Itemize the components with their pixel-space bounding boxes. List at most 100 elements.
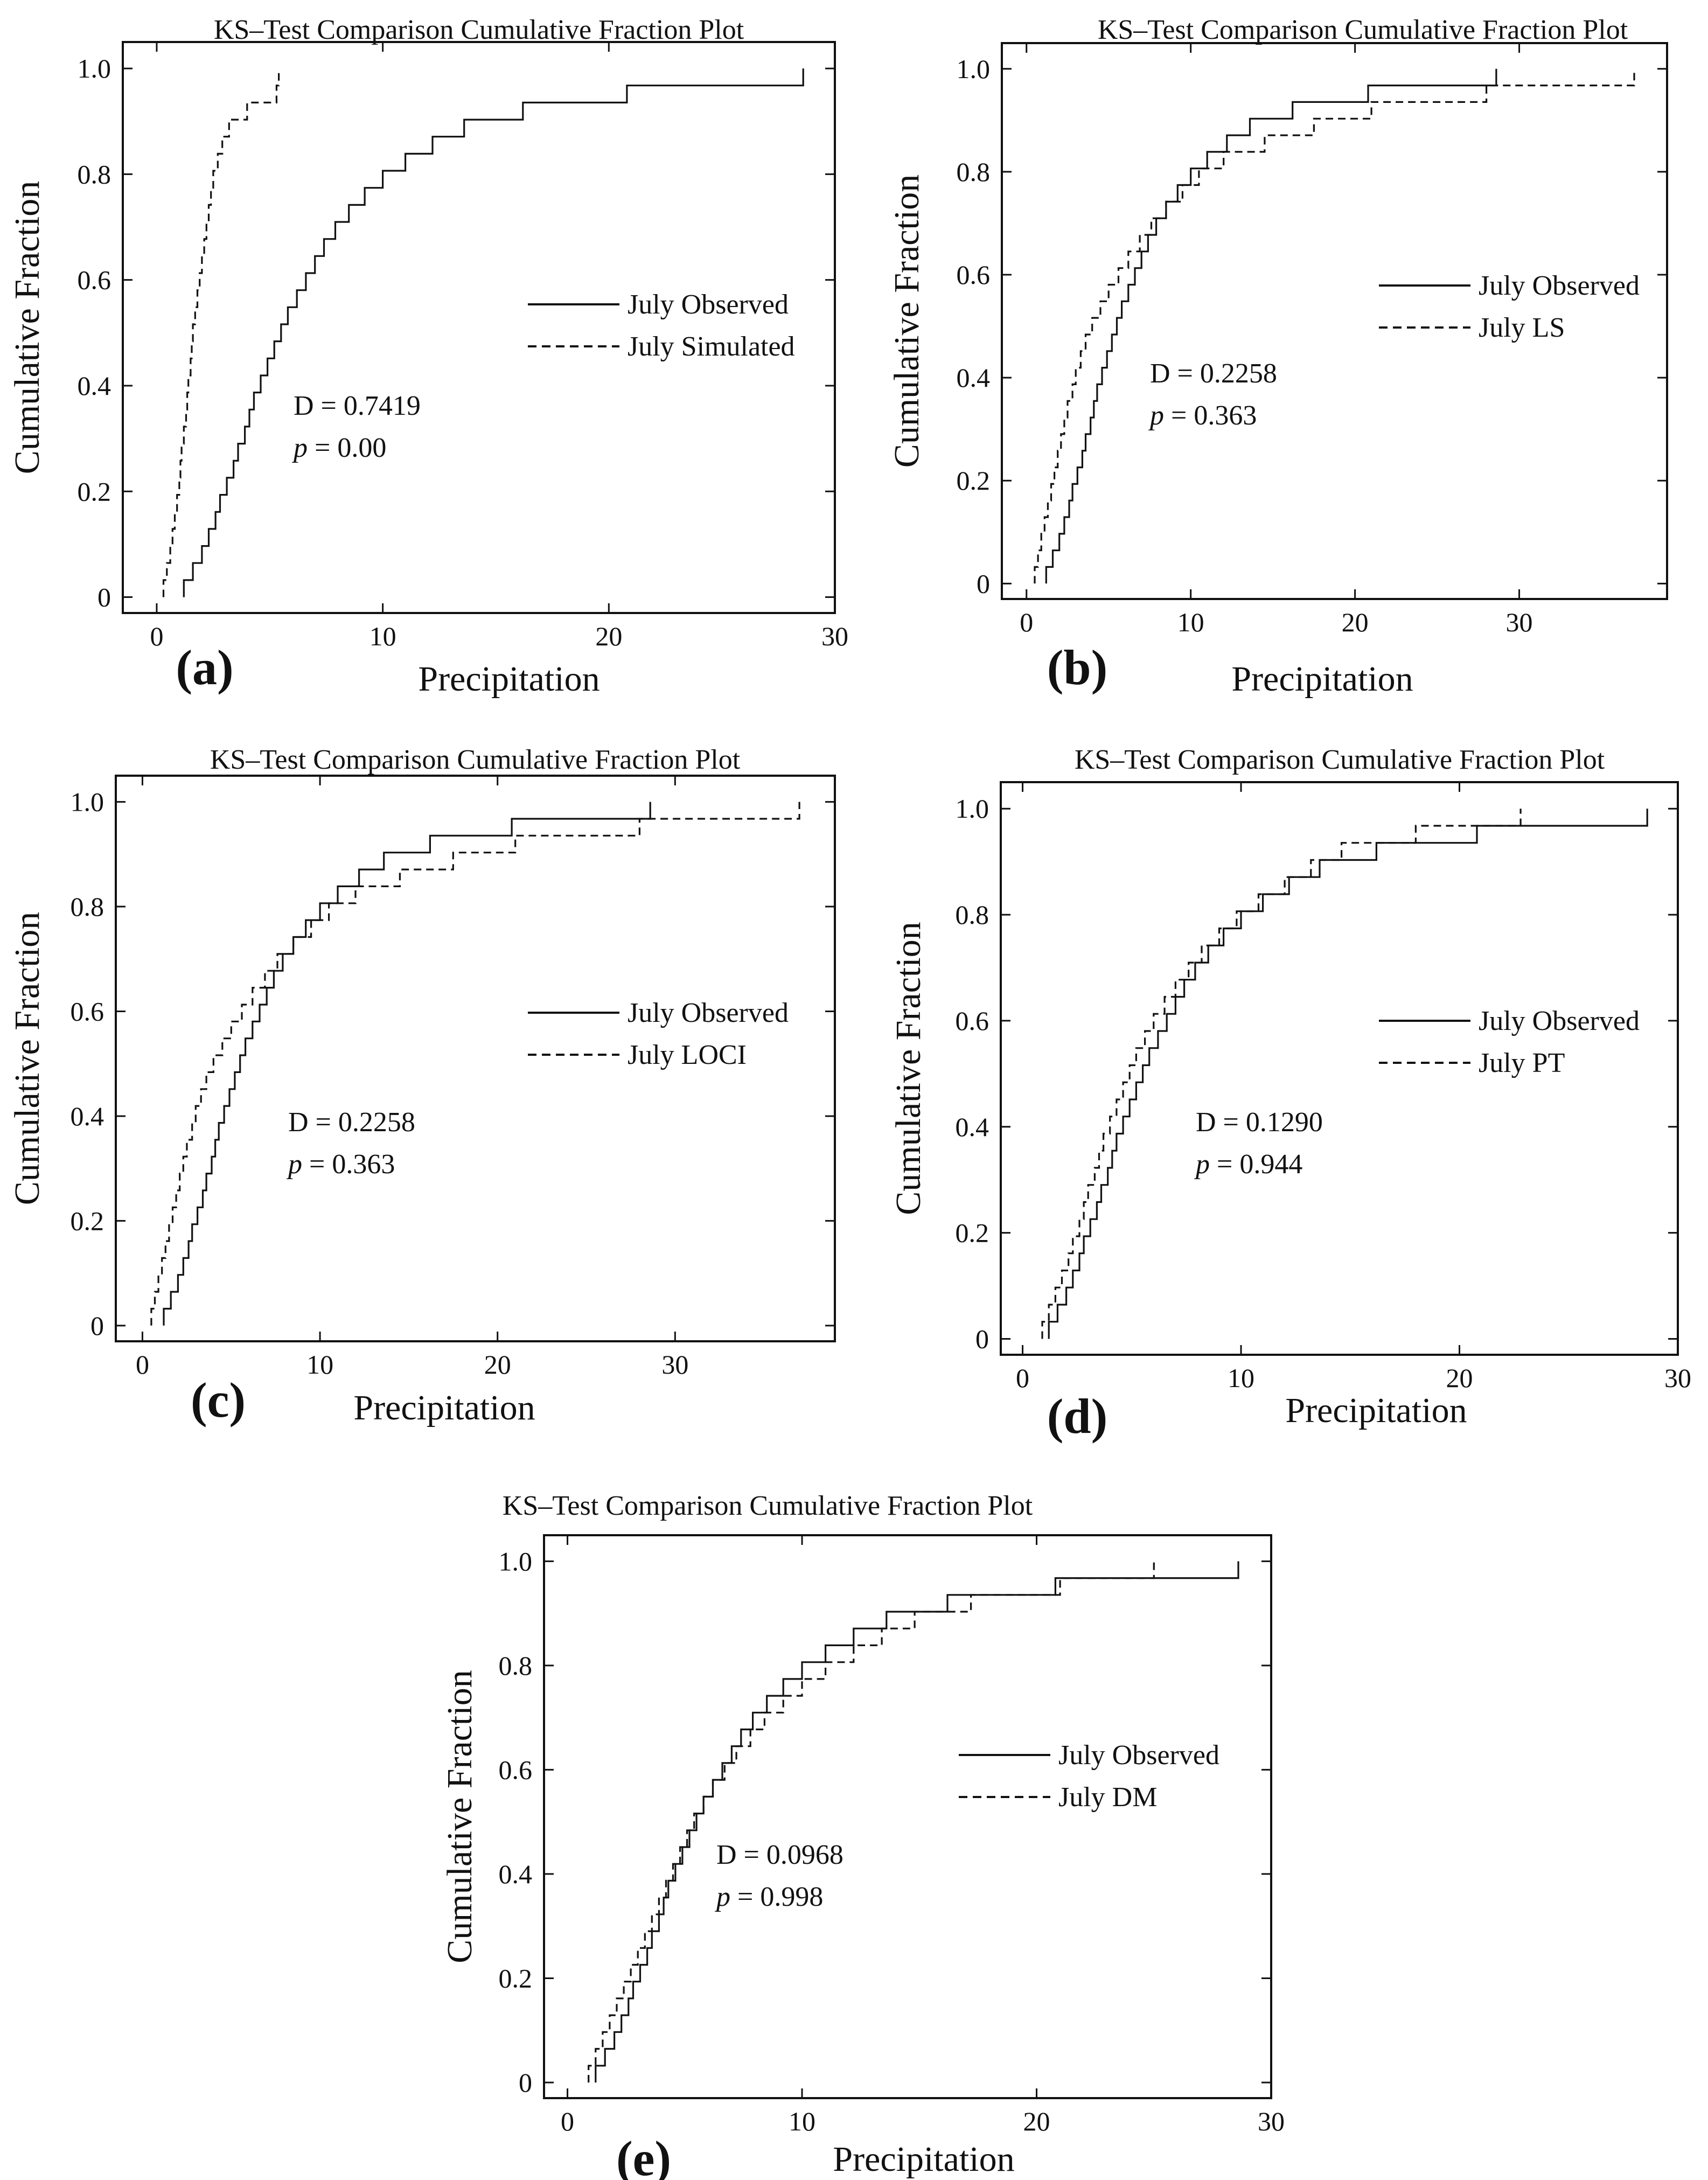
legend-label: July Observed bbox=[628, 998, 789, 1028]
ks-d-value: D = 0.2258 bbox=[288, 1107, 415, 1138]
chart-title: KS–Test Comparison Cumulative Fraction P… bbox=[214, 15, 744, 45]
x-tick-label: 30 bbox=[1506, 607, 1533, 637]
ks-d-value: D = 0.1290 bbox=[1196, 1107, 1323, 1138]
ks-p-value: p = 0.944 bbox=[1194, 1149, 1302, 1180]
ks-statistics: D = 0.1290 p = 0.944 bbox=[1194, 1107, 1323, 1180]
y-tick-label: 0.8 bbox=[71, 891, 104, 922]
legend-label: July PT bbox=[1479, 1048, 1565, 1078]
panel-letter: (a) bbox=[176, 640, 233, 695]
legend-label: July Observed bbox=[1058, 1740, 1219, 1771]
y-tick-label: 0.8 bbox=[957, 157, 991, 187]
legend: July Observed July LOCI bbox=[528, 998, 789, 1070]
p-number: = 0.363 bbox=[302, 1149, 395, 1180]
chart-title: KS–Test Comparison Cumulative Fraction P… bbox=[210, 744, 741, 775]
y-tick-label: 0.2 bbox=[78, 476, 111, 506]
y-axis-label: Cumulative Fraction bbox=[8, 181, 47, 474]
y-tick-label: 1.0 bbox=[71, 787, 104, 817]
ks-statistics: D = 0.2258 p = 0.363 bbox=[286, 1107, 415, 1180]
ks-p-value: p = 0.363 bbox=[1148, 400, 1257, 431]
y-tick-label: 1.0 bbox=[957, 54, 991, 84]
y-tick-label: 0.6 bbox=[956, 1006, 989, 1036]
y-tick-label: 0.2 bbox=[956, 1218, 989, 1248]
y-axis-label: Cumulative Fraction bbox=[440, 1670, 479, 1963]
p-number: = 0.00 bbox=[308, 433, 386, 463]
plot-frame bbox=[543, 1534, 1272, 2099]
y-tick-label: 0.4 bbox=[71, 1101, 104, 1131]
x-tick-label: 0 bbox=[136, 1349, 149, 1380]
ecdf-line-observed bbox=[163, 802, 651, 1326]
x-tick-label: 0 bbox=[561, 2106, 574, 2136]
y-tick-label: 0.6 bbox=[78, 265, 111, 295]
x-tick-label: 20 bbox=[484, 1349, 511, 1380]
x-tick-label: 30 bbox=[1258, 2106, 1285, 2136]
ecdf-line-observed bbox=[595, 1561, 1239, 2083]
panel-e: 0 10 20 30 0 0.2 0.4 0.6 0.8 1.0 KS–Test Compariso… bbox=[440, 1491, 1285, 2180]
y-tick-label: 0 bbox=[977, 568, 990, 598]
x-tick-label: 20 bbox=[595, 621, 622, 651]
ks-d-value: D = 0.7419 bbox=[294, 391, 421, 421]
y-tick-label: 0.6 bbox=[957, 260, 991, 290]
legend-label: July Observed bbox=[628, 289, 789, 320]
ks-statistics: D = 0.2258 p = 0.363 bbox=[1148, 358, 1277, 431]
x-tick-label: 20 bbox=[1446, 1363, 1473, 1393]
ecdf-line-observed bbox=[183, 68, 804, 597]
x-tick-label: 10 bbox=[370, 621, 396, 651]
x-tick-label: 20 bbox=[1342, 607, 1369, 637]
x-tick-label: 0 bbox=[1020, 607, 1033, 637]
x-tick-label: 10 bbox=[789, 2106, 815, 2136]
panel-letter: (d) bbox=[1047, 1389, 1107, 1444]
x-tick-label: 20 bbox=[1023, 2106, 1050, 2136]
ks-statistics: D = 0.7419 p = 0.00 bbox=[291, 391, 421, 463]
chart-title: KS–Test Comparison Cumulative Fraction P… bbox=[1098, 15, 1628, 45]
y-tick-label: 0.2 bbox=[957, 465, 991, 496]
p-symbol: p bbox=[714, 1882, 730, 1912]
y-axis-label: Cumulative Fraction bbox=[889, 922, 928, 1215]
panel-d: 0 10 20 30 0 0.2 0.4 0.6 0.8 1.0 KS–Test Compariso… bbox=[889, 744, 1691, 1444]
legend-label: July DM bbox=[1058, 1782, 1157, 1813]
plot-frame bbox=[115, 775, 836, 1342]
y-tick-label: 0.8 bbox=[499, 1650, 533, 1681]
ks-p-value: p = 0.363 bbox=[286, 1149, 395, 1180]
legend: July Observed July Simulated bbox=[528, 289, 795, 362]
y-tick-label: 0 bbox=[975, 1324, 989, 1354]
ks-p-value: p = 0.00 bbox=[291, 433, 386, 463]
ecdf-line-comparison bbox=[162, 68, 280, 597]
plot-frame bbox=[1000, 781, 1679, 1356]
ks-d-value: D = 0.2258 bbox=[1150, 358, 1277, 389]
y-tick-label: 0.4 bbox=[957, 363, 991, 393]
y-tick-label: 0.2 bbox=[71, 1206, 104, 1236]
y-tick-label: 0 bbox=[519, 2067, 532, 2098]
panel-letter: (c) bbox=[191, 1373, 246, 1427]
x-tick-label: 0 bbox=[1016, 1363, 1029, 1393]
ecdf-line-observed bbox=[1048, 809, 1648, 1339]
legend-label: July Simulated bbox=[628, 331, 795, 362]
x-tick-label: 30 bbox=[661, 1349, 688, 1380]
p-number: = 0.363 bbox=[1164, 400, 1257, 431]
p-symbol: p bbox=[291, 433, 308, 463]
x-tick-label: 30 bbox=[1664, 1363, 1691, 1393]
chart-title: KS–Test Comparison Cumulative Fraction P… bbox=[503, 1491, 1033, 1521]
y-tick-label: 0.8 bbox=[78, 159, 111, 189]
x-tick-label: 30 bbox=[821, 621, 848, 651]
ks-statistics: D = 0.0968 p = 0.998 bbox=[714, 1840, 843, 1912]
legend-label: July LOCI bbox=[628, 1040, 747, 1070]
x-axis-label: Precipitation bbox=[1285, 1391, 1467, 1430]
x-tick-label: 0 bbox=[150, 621, 163, 651]
x-axis-label: Precipitation bbox=[418, 659, 599, 699]
legend-label: July LS bbox=[1479, 312, 1565, 343]
y-tick-label: 0.2 bbox=[499, 1963, 533, 1993]
y-tick-label: 0.4 bbox=[956, 1112, 989, 1142]
panel-b: 0 10 20 30 0 0.2 0.4 0.6 0.8 1.0 KS–Test Compariso… bbox=[887, 15, 1668, 699]
y-tick-label: 0.6 bbox=[71, 997, 104, 1027]
x-tick-label: 10 bbox=[306, 1349, 333, 1380]
p-number: = 0.998 bbox=[730, 1882, 823, 1912]
y-tick-label: 0.4 bbox=[78, 371, 111, 401]
legend: July Observed July DM bbox=[959, 1740, 1219, 1813]
ks-p-value: p = 0.998 bbox=[714, 1882, 823, 1912]
y-tick-label: 0 bbox=[90, 1311, 104, 1341]
panel-c: 0 10 20 30 0 0.2 0.4 0.6 0.8 1.0 KS–Test Compariso… bbox=[8, 744, 836, 1427]
y-tick-label: 1.0 bbox=[78, 53, 111, 83]
x-tick-label: 10 bbox=[1177, 607, 1204, 637]
legend: July Observed July LS bbox=[1379, 270, 1640, 343]
